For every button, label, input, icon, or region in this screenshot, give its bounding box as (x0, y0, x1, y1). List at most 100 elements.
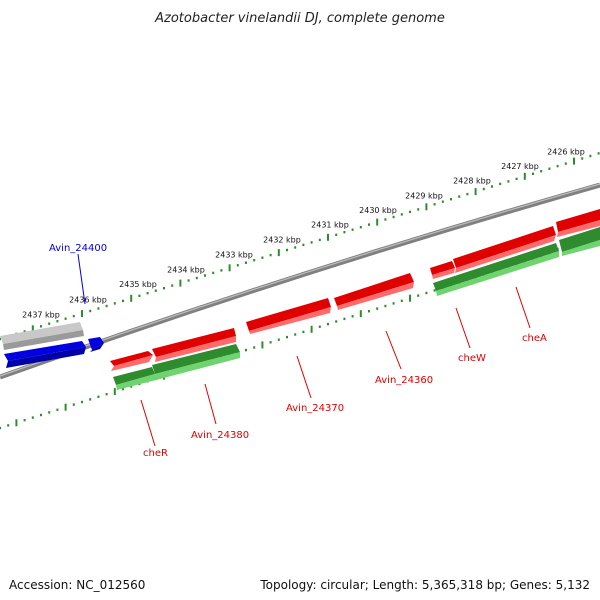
outer-ring-minor-tick (335, 233, 338, 236)
gene-arrow-avin-24380-reverse[interactable] (152, 344, 240, 380)
outer-ring-minor-tick (458, 195, 461, 198)
outer-ring-minor-tick (187, 279, 190, 282)
outer-ring-minor-tick (359, 226, 362, 229)
gray-feature[interactable] (0, 322, 84, 350)
outer-ring-major-tick (376, 218, 379, 226)
outer-ring-minor-tick (515, 177, 518, 181)
outer-ring-minor-tick (113, 302, 116, 305)
inner-ring-major-tick (359, 310, 362, 318)
outer-ring-minor-tick (23, 330, 26, 333)
gene-label-avin-24370: Avin_24370 (286, 403, 344, 414)
outer-ring-minor-tick (499, 182, 502, 186)
gene-arrow-avin-24400[interactable] (4, 337, 104, 368)
scale-label: 2426 kbp (547, 148, 585, 157)
outer-ring-minor-tick (466, 192, 469, 196)
outer-ring-major-tick (523, 172, 526, 180)
inner-ring-major-tick (409, 294, 411, 302)
inner-ring-minor-tick (97, 395, 100, 398)
outer-ring-minor-tick (64, 317, 67, 320)
gene-arrow-avin-24360[interactable] (334, 273, 414, 310)
outer-ring-minor-tick (482, 187, 485, 191)
outer-ring-minor-tick (154, 289, 157, 292)
outer-ring-minor-tick (507, 180, 510, 183)
scale-labels: 2426 kbp 2427 kbp 2428 kbp 2429 kbp 2430 kbp… (22, 148, 585, 320)
label-leaders (77, 253, 531, 447)
inner-ring-major-tick (113, 388, 116, 396)
outer-ring-minor-tick (417, 208, 420, 211)
inner-ring-minor-tick (0, 426, 1, 430)
outer-ring-minor-tick (72, 314, 75, 318)
outer-ring-major-tick (474, 188, 477, 196)
inner-ring-minor-tick (384, 304, 387, 308)
gene-arrow-chea[interactable] (453, 226, 556, 273)
outer-ring-minor-tick (597, 152, 600, 155)
inner-ring-minor-tick (89, 398, 92, 401)
inner-ring-minor-tick (302, 330, 305, 334)
outer-ring-minor-tick (105, 304, 108, 308)
scale-label: 2433 kbp (215, 251, 253, 260)
scale-label: 2431 kbp (311, 221, 349, 230)
inner-ring-minor-tick (400, 299, 403, 302)
scale-label: 2432 kbp (263, 236, 301, 245)
outer-ring-major-tick (425, 203, 428, 211)
gene-label-chew: cheW (458, 353, 486, 364)
scale-label: 2427 kbp (501, 162, 539, 171)
outer-ring-major-tick (228, 264, 231, 272)
inner-ring-minor-tick (56, 408, 59, 411)
outer-ring-minor-tick (89, 309, 92, 313)
outer-ring-minor-tick (343, 231, 346, 234)
outer-ring-minor-tick (163, 287, 165, 290)
gene-arrow-cher-reverse[interactable] (113, 367, 156, 390)
outer-ring-minor-tick (97, 307, 100, 310)
outer-ring-minor-tick (450, 198, 452, 201)
gene-arrow-chew-reverse[interactable] (433, 243, 559, 296)
outer-ring-minor-tick (195, 276, 198, 280)
outer-ring-minor-tick (532, 172, 534, 175)
gene-arrow-chew[interactable] (430, 261, 455, 279)
leader-avin-24360 (385, 330, 402, 370)
inner-ring-minor-tick (417, 294, 420, 297)
outer-ring-minor-tick (564, 162, 567, 165)
leader-chea (515, 286, 531, 329)
inner-ring-major-tick (64, 403, 67, 411)
outer-ring-minor-tick (245, 261, 247, 264)
outer-ring-minor-tick (302, 243, 305, 247)
scale-label: 2435 kbp (119, 280, 157, 289)
inner-ring-minor-tick (277, 338, 280, 341)
scale-label: 2430 kbp (359, 206, 397, 215)
gene-label-chea: cheA (522, 333, 547, 344)
leader-avin-24370 (296, 355, 312, 399)
gene-label-avin-24380: Avin_24380 (191, 430, 249, 441)
map-title: Azotobacter vinelandii DJ, complete geno… (154, 11, 445, 26)
outer-ring-minor-tick (589, 154, 592, 158)
inner-ring-minor-tick (72, 403, 75, 406)
outer-ring-minor-tick (204, 274, 206, 277)
inner-ring-minor-tick (368, 310, 370, 313)
outer-ring-minor-tick (441, 200, 444, 203)
outer-ring-minor-tick (351, 228, 354, 231)
inner-ring-minor-tick (433, 289, 436, 292)
gene-arrow-right-green[interactable] (559, 227, 600, 256)
outer-ring-major-tick (573, 157, 575, 165)
gene-arrow-cher-forward[interactable] (110, 351, 153, 371)
outer-ring-minor-tick (56, 320, 59, 323)
outer-ring-major-tick (179, 279, 182, 287)
scale-label: 2437 kbp (22, 310, 60, 319)
gene-arrow-avin-24380-forward[interactable] (152, 328, 236, 362)
outer-ring-minor-tick (48, 322, 51, 325)
outer-ring-minor-tick (40, 325, 42, 328)
gene-arrow-avin-24370[interactable] (246, 298, 331, 334)
gene-arrow-right-red[interactable] (556, 209, 600, 237)
scale-label: 2428 kbp (453, 177, 491, 186)
outer-ring-minor-tick (491, 185, 493, 188)
scale-label: 2434 kbp (167, 265, 205, 274)
inner-ring-minor-tick (351, 315, 354, 318)
outer-ring-minor-tick (433, 203, 436, 206)
outer-ring-minor-tick (384, 218, 387, 221)
outer-ring-minor-tick (556, 164, 559, 168)
outer-ring-minor-tick (212, 271, 215, 275)
inner-ring-major-tick (310, 325, 313, 333)
outer-ring-minor-tick (392, 215, 395, 219)
inner-ring-minor-tick (318, 325, 321, 328)
